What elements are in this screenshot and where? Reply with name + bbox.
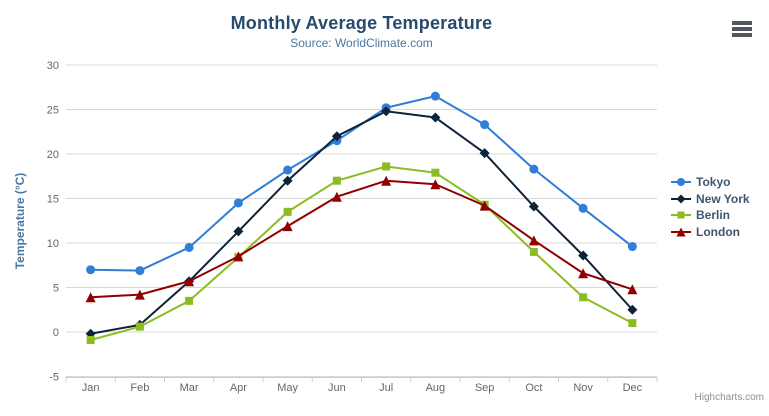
legend-square-icon bbox=[671, 211, 691, 219]
x-axis-label: Mar bbox=[180, 382, 199, 394]
data-point-new-york[interactable] bbox=[282, 175, 293, 186]
y-axis-title: Temperature (°C) bbox=[13, 173, 27, 270]
context-menu-button[interactable] bbox=[729, 18, 755, 40]
data-point-berlin[interactable] bbox=[529, 247, 538, 256]
data-point-tokyo[interactable] bbox=[233, 198, 243, 208]
data-point-new-york[interactable] bbox=[381, 106, 392, 117]
data-point-berlin[interactable] bbox=[185, 296, 194, 305]
x-axis-label: Jun bbox=[328, 382, 346, 394]
data-point-new-york[interactable] bbox=[479, 148, 490, 159]
data-point-london[interactable] bbox=[233, 251, 244, 262]
x-axis-label: Dec bbox=[623, 382, 643, 394]
data-point-tokyo[interactable] bbox=[529, 164, 539, 174]
hamburger-bar bbox=[732, 21, 752, 25]
data-point-tokyo[interactable] bbox=[578, 203, 588, 213]
x-axis-label: Jan bbox=[82, 382, 100, 394]
data-point-london[interactable] bbox=[331, 191, 342, 202]
y-axis-label: 5 bbox=[53, 283, 59, 295]
legend-label: Tokyo bbox=[696, 175, 731, 190]
legend-label: New York bbox=[696, 191, 750, 206]
legend-symbol-marker bbox=[677, 178, 685, 187]
data-point-london[interactable] bbox=[479, 200, 490, 211]
data-point-berlin[interactable] bbox=[283, 207, 292, 216]
legend-item-berlin[interactable]: Berlin bbox=[671, 207, 767, 224]
data-point-berlin[interactable] bbox=[579, 293, 588, 302]
y-axis-label: 25 bbox=[47, 105, 59, 117]
legend-symbol-marker bbox=[677, 211, 685, 219]
credits-link[interactable]: Highcharts.com bbox=[694, 392, 764, 403]
data-point-london[interactable] bbox=[381, 175, 392, 186]
data-point-tokyo[interactable] bbox=[283, 165, 293, 175]
data-point-new-york[interactable] bbox=[233, 226, 244, 237]
x-axis-label: Sep bbox=[475, 382, 495, 394]
series-line-london bbox=[89, 179, 634, 299]
data-point-tokyo[interactable] bbox=[430, 91, 440, 101]
x-axis-label: May bbox=[277, 382, 298, 394]
data-point-london[interactable] bbox=[578, 268, 589, 279]
legend-item-new-york[interactable]: New York bbox=[671, 191, 767, 208]
data-point-berlin[interactable] bbox=[382, 162, 391, 171]
x-axis-label: Oct bbox=[525, 382, 542, 394]
legend-label: Berlin bbox=[696, 208, 731, 223]
legend-symbol-marker bbox=[676, 194, 686, 204]
chart-title: Monthly Average Temperature bbox=[230, 13, 493, 33]
data-point-berlin[interactable] bbox=[86, 336, 95, 345]
series-line-tokyo bbox=[89, 95, 634, 272]
legend-item-tokyo[interactable]: Tokyo bbox=[671, 174, 767, 191]
hamburger-menu-icon bbox=[732, 21, 752, 37]
data-point-tokyo[interactable] bbox=[86, 265, 96, 275]
data-point-london[interactable] bbox=[134, 289, 145, 300]
legend-label: London bbox=[696, 224, 740, 239]
data-point-london[interactable] bbox=[627, 284, 638, 295]
data-point-london[interactable] bbox=[430, 179, 441, 190]
data-point-new-york[interactable] bbox=[578, 250, 589, 261]
data-point-berlin[interactable] bbox=[628, 319, 637, 328]
legend-triangle-icon bbox=[671, 227, 691, 237]
hamburger-bar bbox=[732, 33, 752, 37]
legend-item-london[interactable]: London bbox=[671, 224, 767, 241]
y-axis-label: 30 bbox=[47, 60, 59, 72]
y-axis-label: 10 bbox=[47, 238, 59, 250]
x-axis-label: Feb bbox=[130, 382, 149, 394]
y-axis-label: -5 bbox=[49, 372, 59, 384]
x-axis-label: Jul bbox=[379, 382, 393, 394]
data-point-london[interactable] bbox=[528, 235, 539, 246]
hamburger-bar bbox=[732, 27, 752, 31]
data-point-london[interactable] bbox=[85, 292, 96, 303]
x-axis-label: Aug bbox=[426, 382, 446, 394]
y-axis-label: 0 bbox=[53, 327, 59, 339]
data-point-berlin[interactable] bbox=[431, 168, 440, 177]
data-point-berlin[interactable] bbox=[135, 322, 144, 331]
data-point-new-york[interactable] bbox=[430, 112, 441, 123]
data-point-london[interactable] bbox=[282, 221, 293, 232]
data-point-london[interactable] bbox=[184, 276, 195, 287]
data-point-berlin[interactable] bbox=[332, 176, 341, 185]
data-point-new-york[interactable] bbox=[627, 304, 638, 315]
data-point-new-york[interactable] bbox=[331, 131, 342, 142]
legend-circle-icon bbox=[671, 178, 691, 187]
data-point-tokyo[interactable] bbox=[184, 242, 194, 252]
legend-symbol-marker bbox=[676, 227, 686, 237]
y-axis-label: 20 bbox=[47, 149, 59, 161]
chart-subtitle: Source: WorldClimate.com bbox=[290, 36, 433, 50]
data-point-tokyo[interactable] bbox=[480, 120, 490, 130]
data-point-new-york[interactable] bbox=[528, 201, 539, 212]
x-axis-label: Nov bbox=[573, 382, 593, 394]
x-axis-label: Apr bbox=[230, 382, 247, 394]
legend-diamond-icon bbox=[671, 194, 691, 204]
legend: Tokyo New York Berlin London bbox=[671, 174, 767, 240]
series-line-new-york bbox=[89, 110, 634, 335]
data-point-tokyo[interactable] bbox=[627, 242, 637, 252]
series-line-berlin bbox=[89, 165, 634, 342]
data-point-tokyo[interactable] bbox=[135, 266, 145, 276]
y-axis-label: 15 bbox=[47, 194, 59, 206]
